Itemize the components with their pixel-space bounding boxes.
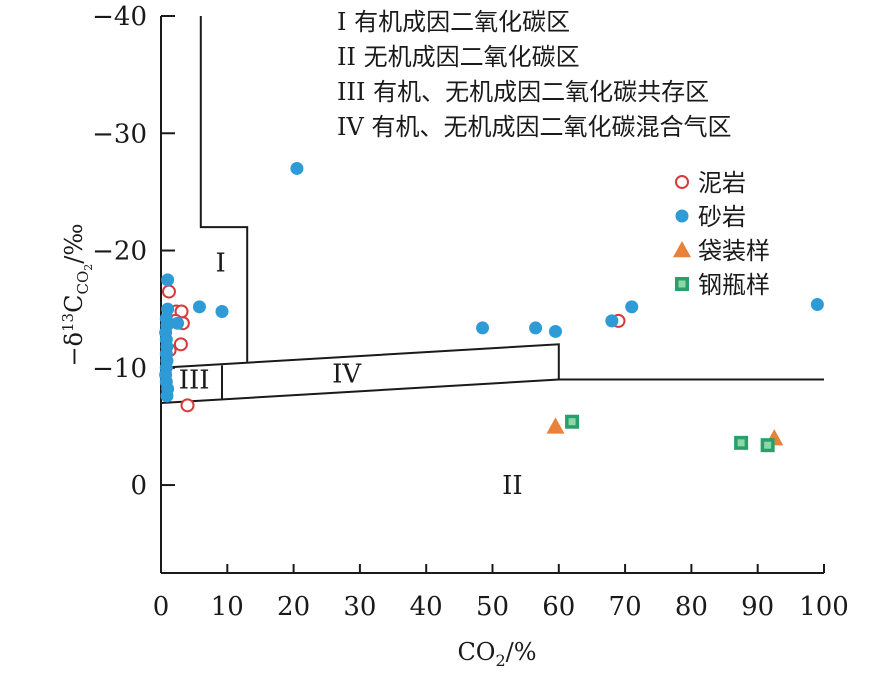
data-point (760, 438, 775, 453)
square-core (678, 280, 686, 288)
x-tick-label: 90 (741, 592, 774, 622)
data-point (565, 414, 580, 429)
x-axis-title: CO2/% (457, 638, 536, 670)
square-core (764, 441, 772, 449)
legend-item: 砂岩 (675, 203, 746, 231)
data-point (546, 417, 565, 434)
data-point (605, 314, 619, 328)
x-tick-label: 50 (476, 592, 509, 622)
x-tick-label: 0 (153, 592, 170, 622)
zone-label: II (502, 471, 523, 501)
data-point (734, 435, 749, 450)
legend-marker (673, 241, 691, 258)
data-point (625, 300, 639, 314)
y-ticks: −40 −30 −20 −10 0 (92, 2, 175, 501)
data-point (161, 284, 176, 299)
y-tick-label: −30 (92, 119, 147, 149)
y-tick-label: −40 (92, 2, 147, 32)
zone-label: IV (332, 360, 362, 390)
data-point (171, 316, 185, 330)
data-points (159, 161, 824, 453)
legend-marker (675, 175, 689, 189)
square-core (568, 418, 576, 426)
legend-item: 泥岩 (675, 169, 746, 197)
legend-item: 袋装样 (673, 237, 770, 265)
x-tick-label: 10 (211, 592, 244, 622)
x-tick-label: 70 (609, 592, 642, 622)
legend-label: 钢瓶样 (698, 271, 770, 299)
data-point (160, 389, 174, 403)
y-axis-title: −δ13CCO2/‰ (59, 223, 95, 366)
legend-marker (675, 209, 689, 223)
data-point (173, 337, 188, 352)
lower-band-boundary (160, 378, 824, 404)
data-point (810, 297, 824, 311)
series-1 (161, 284, 626, 413)
x-tick-label: 80 (675, 592, 708, 622)
data-point (476, 321, 490, 335)
zone-description: III 有机、无机成因二氧化碳共存区 (337, 78, 709, 106)
zone-description: I 有机成因二氧化碳区 (337, 8, 570, 36)
zone-label: III (179, 366, 210, 396)
zone-description: IV 有机、无机成因二氧化碳混合气区 (337, 113, 731, 141)
series-4 (565, 414, 775, 453)
zone-boundaries (160, 16, 824, 404)
y-tick-label: −20 (92, 237, 147, 267)
legend-label: 砂岩 (698, 203, 746, 231)
y-tick-label: −10 (92, 354, 147, 384)
x-tick-label: 100 (799, 592, 849, 622)
data-point (161, 273, 175, 287)
x-tick-label: 40 (410, 592, 443, 622)
data-point (215, 305, 229, 319)
legend-label: 袋装样 (698, 237, 770, 265)
square-core (737, 439, 745, 447)
upper-band-boundary (160, 343, 560, 380)
data-point (180, 398, 195, 413)
zone-label: I (216, 248, 226, 278)
x-tick-label: 20 (277, 592, 310, 622)
legend-marker (675, 277, 689, 291)
y-tick-label: 0 (130, 471, 147, 501)
legend-item: 钢瓶样 (675, 271, 770, 299)
zone-descriptions: I 有机成因二氧化碳区 II 无机成因二氧化碳区 III 有机、无机成因二氧化碳共存… (337, 8, 731, 141)
x-tick-label: 30 (343, 592, 376, 622)
data-point (192, 300, 206, 314)
legend-label: 泥岩 (698, 169, 746, 197)
zone-i-boundary (199, 16, 249, 362)
data-point (290, 161, 304, 175)
data-point (548, 324, 562, 338)
x-tick-label: 60 (542, 592, 575, 622)
data-point (529, 321, 543, 335)
series-2 (159, 161, 824, 403)
zone-description: II 无机成因二氧化碳区 (337, 43, 580, 71)
x-ticks: 0 10 20 30 40 50 60 70 80 90 100 (153, 564, 849, 622)
